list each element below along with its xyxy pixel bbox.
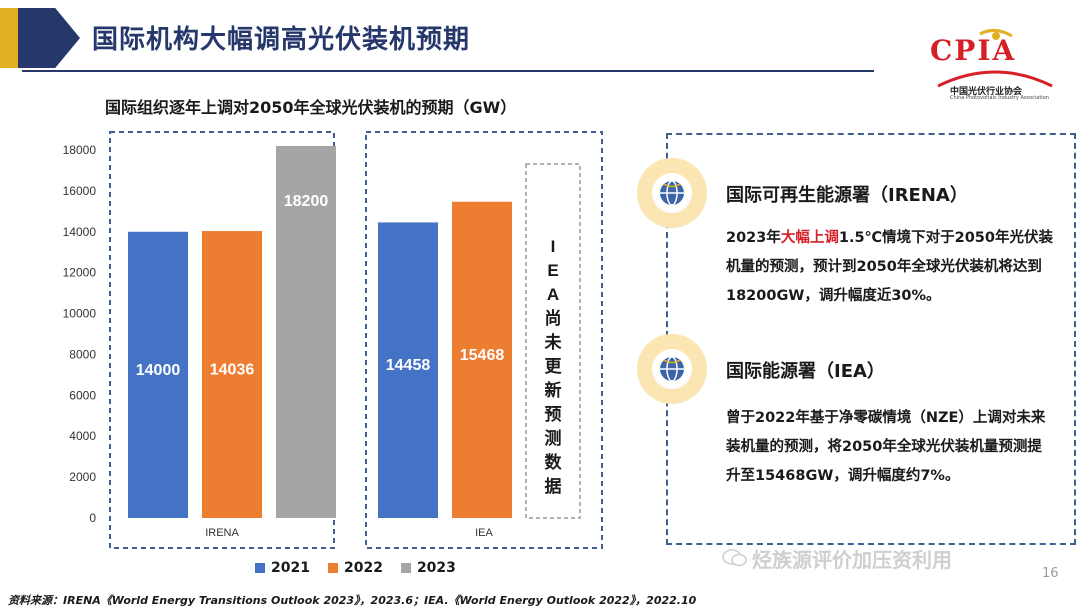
legend-swatch xyxy=(400,563,411,573)
iea-badge xyxy=(637,334,707,404)
note-char: 新 xyxy=(545,380,562,400)
y-tick-label: 16000 xyxy=(63,184,97,198)
logo-name-en: China Photovoltaic Industry Association xyxy=(950,95,1049,101)
y-tick-label: 4000 xyxy=(69,429,96,443)
bar-label: 14036 xyxy=(210,362,255,379)
y-tick-label: 0 xyxy=(89,511,96,525)
bar xyxy=(276,145,336,518)
note-char: 未 xyxy=(544,332,562,352)
logo-name-cn: 中国光伏行业协会 xyxy=(950,87,1023,97)
irena-description: 2023年大幅上调1.5℃情境下对于2050年光伏装机量的预测，预计到2050年… xyxy=(726,224,1056,311)
note-char: 据 xyxy=(545,476,562,496)
legend-label: 2021 xyxy=(271,560,310,576)
group-frame xyxy=(365,131,603,549)
bar-chart: 0 2000 4000 6000 8000 10000 12000 14000 16000 180… xyxy=(63,131,603,549)
y-tick-label: 8000 xyxy=(69,347,96,361)
irena-title: 国际可再生能源署（IRENA） xyxy=(726,185,968,206)
bar xyxy=(378,222,438,518)
pending-box xyxy=(525,163,581,519)
header-accent xyxy=(0,8,22,68)
note-char: 预 xyxy=(545,405,562,424)
legend-swatch xyxy=(255,563,265,573)
chart-legend: 2021 2022 2023 xyxy=(255,560,456,576)
source-note: 资料来源：IRENA《World Energy Transitions Outl… xyxy=(8,594,697,607)
iea-title: 国际能源署（IEA） xyxy=(726,361,885,382)
watermark: 烃族源评价加压资利用 xyxy=(752,548,952,572)
irena-highlight: 大幅上调 xyxy=(780,230,839,246)
irena-text-a: 2023年 xyxy=(726,230,781,246)
cpia-logo xyxy=(937,29,1053,88)
globe-icon xyxy=(660,180,684,206)
irena-badge xyxy=(637,158,707,228)
legend-item: 2022 xyxy=(327,560,383,576)
note-char: I xyxy=(551,237,556,256)
page-title: 国际机构大幅调高光伏装机预期 xyxy=(92,25,471,55)
legend-item: 2023 xyxy=(400,560,456,576)
page-number: 16 xyxy=(1042,566,1059,581)
globe-icon xyxy=(660,356,684,382)
bar xyxy=(202,231,262,518)
note-char: E xyxy=(547,261,558,280)
chart-title: 国际组织逐年上调对2050年全球光伏装机的预期（GW） xyxy=(105,98,517,117)
iea-description: 曾于2022年基于净零碳情境（NZE）上调对未来装机量的预测，将2050年全球光… xyxy=(726,410,1046,484)
category-label: IRENA xyxy=(205,527,239,539)
header-bar xyxy=(0,0,1080,72)
legend-swatch xyxy=(327,563,338,573)
y-tick-label: 12000 xyxy=(63,266,97,280)
note-char: 更 xyxy=(545,357,563,376)
category-label: IEA xyxy=(475,527,493,539)
y-tick-label: 10000 xyxy=(63,307,97,321)
bar xyxy=(128,231,188,518)
bar-label: 14000 xyxy=(136,362,181,379)
bar-label: 15468 xyxy=(460,347,505,364)
irena-text-b: 1.5℃情境下对于2050年光伏装机量的预测，预计到2050年全球光伏装机将达到… xyxy=(726,230,1053,304)
legend-item: 2021 xyxy=(255,560,310,576)
logo-acronym: CPIA xyxy=(930,34,1017,67)
note-char: 数 xyxy=(545,452,563,472)
note-char: A xyxy=(547,285,559,304)
y-tick-label: 14000 xyxy=(63,225,97,239)
bar xyxy=(452,201,512,519)
bar-label: 18200 xyxy=(284,193,329,210)
header-divider xyxy=(22,70,874,72)
bar-label: 14458 xyxy=(386,357,431,374)
y-tick-label: 18000 xyxy=(63,143,97,157)
legend-label: 2022 xyxy=(343,560,383,576)
wechat-icon xyxy=(722,549,747,567)
y-tick-label: 6000 xyxy=(69,388,96,402)
note-char: 尚 xyxy=(545,308,562,328)
legend-label: 2023 xyxy=(416,560,456,576)
y-tick-label: 2000 xyxy=(69,470,96,484)
note-char: 测 xyxy=(545,428,562,448)
